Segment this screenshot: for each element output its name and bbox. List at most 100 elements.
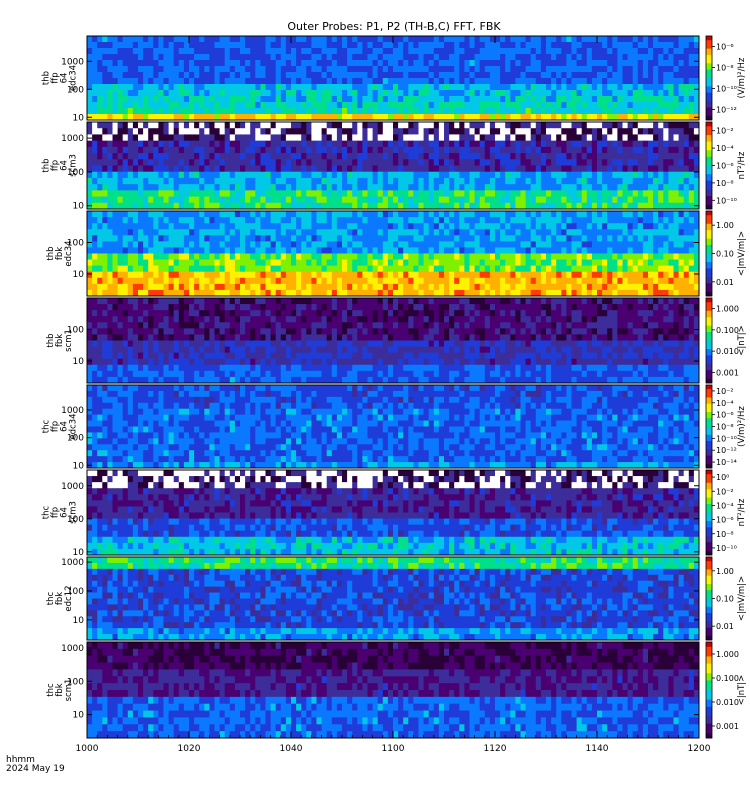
spectrogram-cell	[214, 122, 220, 129]
spectrogram-cell	[127, 283, 134, 291]
spectrogram-cell	[352, 223, 358, 230]
spectrogram-cell	[148, 241, 154, 248]
spectrogram-cell	[255, 153, 261, 160]
spectrogram-cell	[199, 78, 205, 85]
spectrogram-cell	[102, 84, 108, 91]
spectrogram-cell	[250, 90, 256, 97]
spectrogram-cell	[510, 78, 516, 85]
spectrogram-cell	[132, 223, 139, 230]
spectrogram-cell	[209, 190, 215, 197]
spectrogram-cell	[321, 229, 328, 236]
spectrogram-cell	[92, 108, 98, 115]
spectrogram-cell	[597, 134, 603, 142]
spectrogram-cell	[92, 84, 98, 91]
spectrogram-cell	[336, 271, 343, 279]
spectrogram-cell	[459, 146, 465, 154]
spectrogram-cell	[500, 229, 506, 236]
spectrogram-cell	[168, 202, 175, 210]
spectrogram-cell	[352, 253, 358, 260]
spectrogram-cell	[336, 54, 343, 61]
spectrogram-cell	[367, 146, 373, 154]
spectrogram-cell	[382, 140, 389, 148]
spectrogram-cell	[484, 48, 491, 55]
spectrogram-cell	[194, 247, 200, 254]
spectrogram-cell	[449, 128, 455, 135]
colorbar-swatch	[706, 90, 712, 94]
spectrogram-cell	[673, 102, 679, 109]
spectrogram-cell	[255, 271, 261, 279]
spectrogram-cell	[214, 60, 220, 67]
spectrogram-cell	[484, 96, 491, 103]
spectrogram-cell	[163, 177, 169, 185]
spectrogram-cell	[474, 134, 481, 142]
spectrogram-cell	[265, 159, 271, 166]
spectrogram-cell	[301, 66, 307, 73]
spectrogram-cell	[530, 223, 537, 230]
spectrogram-cell	[505, 153, 511, 160]
spectrogram-cell	[107, 265, 113, 273]
spectrogram-cell	[127, 217, 134, 224]
spectrogram-cell	[117, 253, 124, 260]
spectrogram-cell	[627, 146, 634, 154]
spectrogram-cell	[138, 165, 144, 173]
spectrogram-cell	[194, 146, 200, 154]
spectrogram-cell	[229, 134, 236, 142]
spectrogram-cell	[551, 90, 557, 97]
spectrogram-cell	[693, 211, 700, 218]
spectrogram-cell	[418, 190, 424, 197]
spectrogram-cell	[617, 36, 623, 43]
spectrogram-cell	[688, 146, 695, 154]
spectrogram-cell	[291, 259, 297, 267]
spectrogram-cell	[178, 96, 185, 103]
spectrogram-cell	[102, 190, 108, 197]
spectrogram-cell	[92, 265, 98, 273]
spectrogram-cell	[163, 102, 169, 109]
spectrogram-cell	[347, 184, 353, 191]
spectrogram-cell	[495, 165, 501, 173]
spectrogram-cell	[143, 48, 149, 55]
spectrogram-cell	[398, 72, 404, 79]
spectrogram-cell	[418, 140, 424, 148]
spectrogram-cell	[576, 134, 583, 142]
spectrogram-cell	[403, 54, 409, 61]
spectrogram-cell	[117, 165, 124, 173]
spectrogram-cell	[280, 153, 287, 160]
spectrogram-cell	[540, 153, 547, 160]
spectrogram-cell	[336, 184, 343, 191]
spectrogram-cell	[622, 108, 628, 115]
spectrogram-cell	[525, 140, 532, 148]
spectrogram-cell	[561, 190, 567, 197]
spectrogram-cell	[663, 134, 669, 142]
spectrogram-cell	[265, 72, 271, 79]
spectrogram-cell	[393, 140, 399, 148]
spectrogram-cell	[316, 140, 322, 148]
spectrogram-cell	[117, 196, 124, 204]
spectrogram-cell	[423, 60, 430, 67]
spectrogram-cell	[433, 165, 440, 173]
spectrogram-cell	[178, 271, 185, 279]
spectrogram-cell	[648, 190, 654, 197]
spectrogram-cell	[367, 277, 373, 285]
spectrogram-cell	[219, 196, 226, 204]
spectrogram-cell	[530, 229, 537, 236]
spectrogram-cell	[653, 165, 659, 173]
spectrogram-cell	[688, 134, 695, 142]
spectrogram-cell	[199, 190, 205, 197]
spectrogram-cell	[495, 102, 501, 109]
spectrogram-cell	[393, 229, 399, 236]
spectrogram-cell	[102, 66, 108, 73]
spectrogram-cell	[642, 114, 649, 121]
spectrogram-cell	[688, 265, 695, 273]
spectrogram-cell	[342, 54, 348, 61]
spectrogram-cell	[597, 265, 603, 273]
spectrogram-cell	[602, 60, 608, 67]
spectrogram-cell	[163, 96, 169, 103]
spectrogram-cell	[178, 196, 185, 204]
spectrogram-cell	[520, 42, 526, 49]
spectrogram-cell	[520, 247, 526, 254]
spectrogram-cell	[122, 177, 129, 185]
spectrogram-cell	[648, 42, 654, 49]
spectrogram-cell	[423, 54, 430, 61]
spectrogram-cell	[576, 66, 583, 73]
